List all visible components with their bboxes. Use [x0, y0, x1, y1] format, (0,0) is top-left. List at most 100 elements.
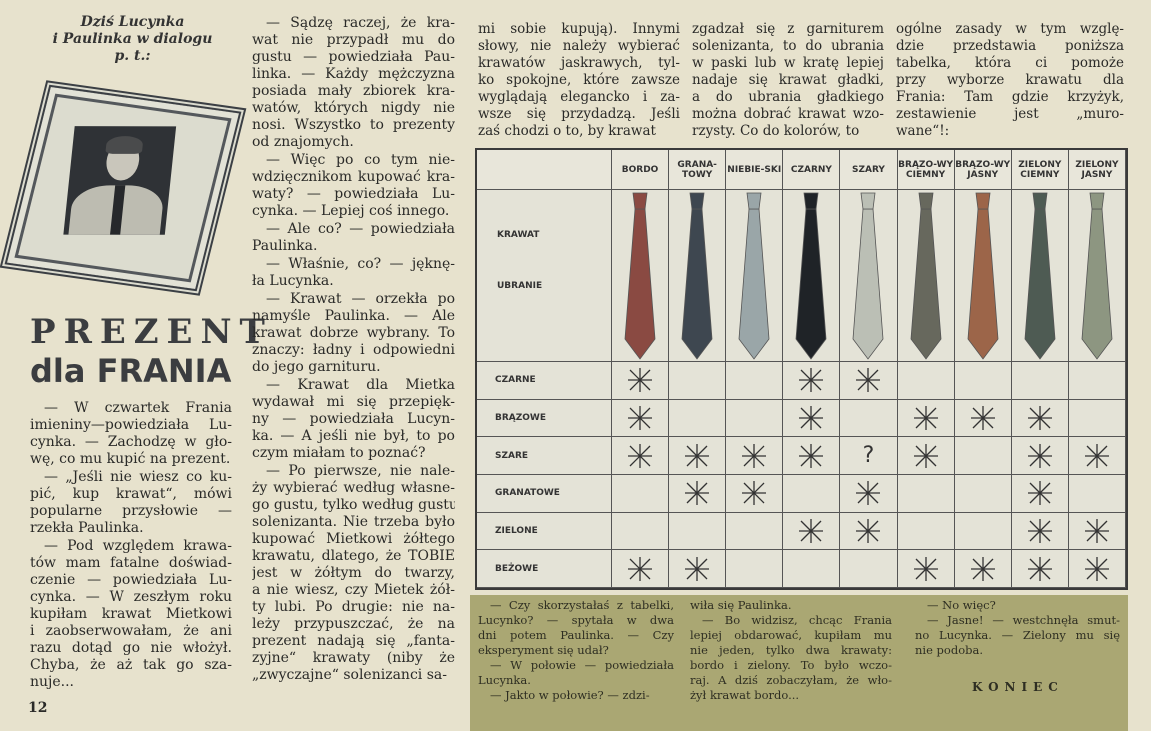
asterisk-match-icon [913, 405, 938, 430]
paragraph: — Sądzę raczej, że kra-wat nie przypadł … [252, 15, 455, 151]
asterisk-match-icon [628, 405, 653, 430]
text-line: — No więc? [927, 598, 996, 612]
article-title: PREZENT [30, 312, 273, 352]
text-line: zestawienie jest „muro- [896, 106, 1124, 122]
text-line: można dobrać krawat wzo- [692, 106, 884, 122]
suit-row-label: GRANATOWE [477, 475, 612, 513]
tie-illustration-cell [840, 190, 898, 362]
tie-color-label: NIEBIE-SKI [727, 164, 782, 175]
necktie-icon [681, 192, 713, 360]
tie-knot [1089, 192, 1105, 209]
question-mark: ? [862, 442, 875, 468]
match-cell [1011, 399, 1069, 438]
match-cell [669, 362, 727, 400]
asterisk-match-icon [628, 368, 653, 393]
paragraph: — Więc po co tym nie-wdzięcznikom kupowa… [252, 152, 455, 220]
match-cell [726, 362, 784, 400]
asterisk-match-icon [628, 556, 653, 581]
text-line: bordo i zielony. To było wczo- [690, 658, 892, 672]
text-line: ży wybierać według własne- [252, 480, 455, 496]
text-column-5: ogólne zasady w tym wzglę-dzie przedstaw… [896, 21, 1124, 141]
tie-knot [803, 192, 819, 209]
asterisk-stroke [972, 558, 994, 580]
text-line: watów, których nigdy nie [252, 100, 455, 116]
asterisk-match-icon [856, 481, 881, 506]
text-line: — Jasne! — westchnęła smut- [927, 613, 1120, 627]
text-line: żył krawat bordo... [690, 688, 800, 702]
text-line: — W połowie — powiedziała [490, 658, 674, 672]
text-line: kupiłam krawat Mietkowi [30, 606, 232, 622]
match-cell [1068, 475, 1126, 513]
match-cell [783, 399, 841, 438]
match-cell [1068, 399, 1126, 438]
asterisk-match-icon [685, 481, 710, 506]
tie-illustration-cell [954, 190, 1012, 362]
asterisk-stroke [1086, 520, 1108, 542]
match-cell [726, 399, 784, 438]
text-line: lepiej obdarować, kupiłam mu [690, 628, 892, 642]
text-line: — Czy skorzystałaś z tabelki, [490, 598, 674, 612]
text-line: czym miałam to poznać? [252, 445, 426, 461]
match-cell [954, 475, 1012, 513]
asterisk-match-icon [628, 443, 653, 468]
text-line: nuje... [30, 674, 75, 690]
necktie-icon [795, 192, 827, 360]
text-line: leży przypuszczać, że na [252, 616, 455, 632]
text-line: wę, co mu kupić na prezent. [30, 451, 231, 467]
asterisk-stroke [629, 369, 651, 391]
match-cell [612, 399, 670, 438]
asterisk-match-icon [856, 518, 881, 543]
tie-illustration-cell [897, 190, 955, 362]
match-cell [612, 437, 670, 475]
text-line: eksperyment się udał? [478, 643, 609, 657]
asterisk-match-icon [685, 556, 710, 581]
text-line: — Po pierwsze, nie nale- [266, 463, 455, 479]
match-cell: ? [840, 437, 898, 475]
paragraph: — Właśnie, co? — jęknę-ła Lucynka. [252, 256, 455, 290]
tie-color-label: SZARY [852, 164, 885, 175]
text-line: razu dotąd go nie włożył. [30, 640, 232, 656]
asterisk-match-icon [799, 443, 824, 468]
text-line: wiła się Paulinka. [690, 598, 792, 612]
text-line: zyjne“ krawaty (niby że [252, 650, 455, 666]
match-cell [840, 550, 898, 588]
text-line: — W czwartek Frania [44, 400, 232, 416]
text-column-4: zgadzał się z garniturem solenizanta, to … [692, 21, 884, 141]
text-line: krawatu, dlatego, że TOBIE [252, 548, 455, 564]
match-cell [669, 399, 727, 438]
epilogue-column-3: — No więc? — Jasne! — westchnęła smut-no … [915, 598, 1120, 658]
match-cell [669, 437, 727, 475]
text-line: krawat dobrze wybrany. To [252, 325, 455, 341]
asterisk-match-icon [1027, 556, 1052, 581]
tie-blade [853, 208, 884, 360]
asterisk-match-icon [1084, 556, 1109, 581]
paragraph: — W czwartek Frania imieniny—powiedziała … [30, 400, 232, 468]
epilogue-column-2: wiła się Paulinka. — Bo widzisz, chcąc Fr… [690, 598, 892, 703]
tie-blade [795, 208, 827, 360]
tie-blade [624, 208, 656, 360]
text-line: ty lubi. Po drugie: nie na- [252, 599, 455, 615]
match-cell [840, 362, 898, 400]
match-cell [1011, 362, 1069, 400]
text-line: wsze się przydadzą. Jeśli [478, 106, 680, 122]
tie-column-header: GRANA-TOWY [669, 150, 727, 190]
text-line: waty? — powiedziała Lu- [252, 186, 455, 202]
necktie-icon [738, 192, 770, 360]
paragraph: — Krawat dla Mietka wydawał mi się przepi… [252, 377, 455, 462]
text-line: wyglądają elegancko i za- [478, 89, 680, 105]
asterisk-stroke [743, 445, 765, 467]
text-line: namyśle Paulinka. — Ale [252, 308, 455, 324]
text-line: solenizanta, to do ubrania [692, 38, 884, 54]
suit-row-label: BRĄZOWE [477, 399, 612, 438]
tie-knot [1032, 192, 1048, 209]
intro-heading: Dziś Lucynka i Paulinka w dialogu p. t.: [20, 14, 245, 65]
text-line: rzekła Paulinka. [30, 520, 144, 536]
match-cell [897, 399, 955, 438]
text-line: pić, kup krawat“, mówi [30, 486, 232, 502]
match-cell [897, 362, 955, 400]
asterisk-match-icon [913, 443, 938, 468]
paragraph: — Czy skorzystałaś z tabelki, Lucynko? — … [478, 598, 674, 658]
suit-label: UBRANIE [497, 280, 543, 291]
asterisk-stroke [1086, 445, 1108, 467]
match-cell [669, 550, 727, 588]
